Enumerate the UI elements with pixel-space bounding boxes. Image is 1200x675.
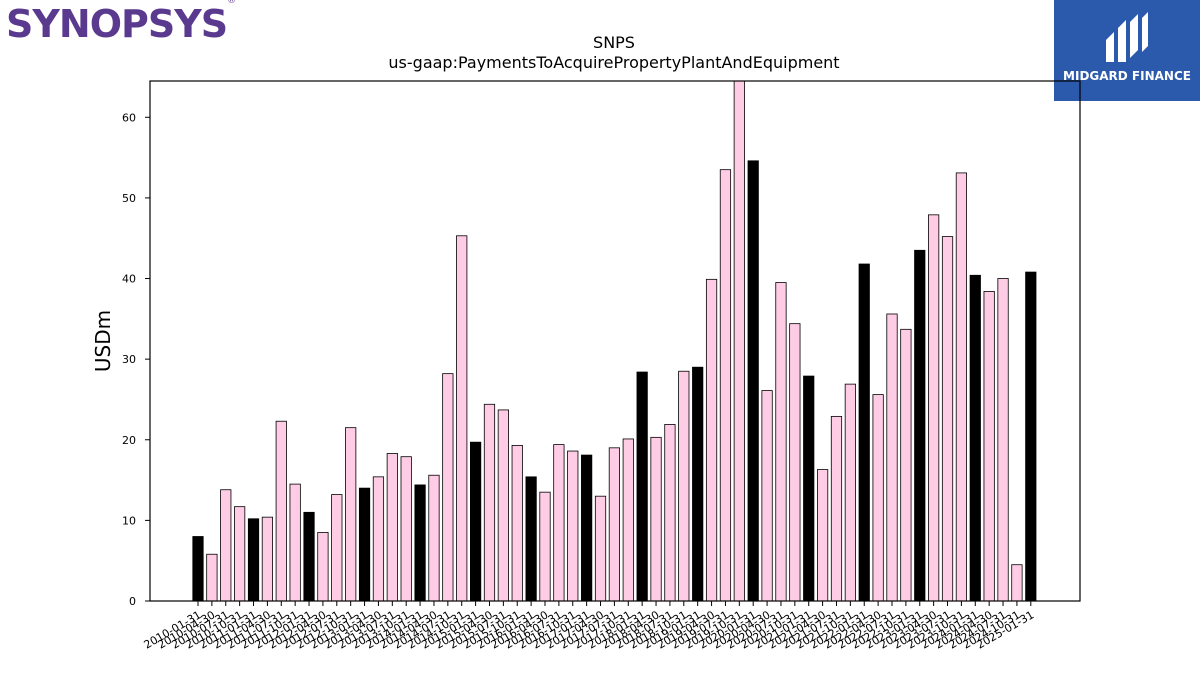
bar-2022-01-31 <box>858 263 870 602</box>
bar-2014-01-31 <box>414 484 426 602</box>
midgard-finance-text: MIDGARD FINANCE <box>1063 69 1191 83</box>
bars-group <box>192 80 1037 602</box>
y-tick-label: 10 <box>122 514 136 527</box>
bar-2012-07-31 <box>331 494 343 602</box>
bar-2014-10-31 <box>456 235 468 602</box>
chart-title: SNPS <box>593 33 635 52</box>
bar-2021-04-30 <box>817 469 829 602</box>
bar-2016-07-31 <box>553 444 565 602</box>
bar-2016-01-31 <box>525 476 537 602</box>
bar-2024-01-31 <box>969 274 981 602</box>
bar-2024-04-30 <box>983 291 995 602</box>
bar-2011-07-31 <box>275 420 287 602</box>
bar-2010-10-31 <box>234 506 246 602</box>
bar-2010-07-31 <box>220 489 232 602</box>
bar-2019-10-31 <box>733 80 745 602</box>
bar-2020-01-31 <box>747 160 759 602</box>
bar-2013-07-31 <box>386 453 398 602</box>
bar-2015-01-31 <box>469 441 482 602</box>
bar-2023-01-31 <box>914 249 926 602</box>
y-tick-label: 40 <box>122 273 136 286</box>
bar-2015-07-31 <box>497 409 509 602</box>
bar-2017-07-31 <box>608 447 621 602</box>
bar-2023-07-31 <box>941 236 954 602</box>
bar-2012-04-30 <box>317 532 329 602</box>
bar-2014-04-30 <box>428 474 440 602</box>
bar-2021-01-31 <box>803 375 815 602</box>
bar-2020-04-30 <box>761 390 773 602</box>
bar-2019-07-31 <box>719 169 732 602</box>
bar-2014-07-31 <box>442 373 454 602</box>
y-axis-label: USDm <box>91 310 115 372</box>
bar-2018-10-31 <box>678 370 690 602</box>
midgard-finance-logo: MIDGARD FINANCE <box>1054 0 1200 101</box>
x-axis-ticks: 2010-01-312010-04-302010-07-312010-10-31… <box>142 601 1036 652</box>
bar-2011-10-31 <box>289 483 301 602</box>
bar-2011-04-30 <box>261 516 274 602</box>
bar-2010-01-31 <box>192 536 204 602</box>
bar-2020-07-31 <box>775 282 787 602</box>
bar-2023-10-31 <box>955 172 968 602</box>
y-tick-label: 30 <box>122 353 136 366</box>
bar-2024-07-31 <box>997 278 1009 602</box>
bar-2018-04-30 <box>650 436 662 602</box>
bar-2021-07-31 <box>830 415 843 602</box>
bar-2016-04-30 <box>539 491 551 602</box>
bar-2022-10-31 <box>900 328 912 602</box>
bar-2020-10-31 <box>789 323 801 602</box>
y-tick-label: 60 <box>122 111 136 124</box>
bar-2018-07-31 <box>664 424 676 602</box>
bar-2017-04-30 <box>594 495 607 602</box>
bar-2017-01-31 <box>581 454 593 602</box>
bar-2010-04-30 <box>206 553 218 602</box>
bar-2019-04-30 <box>705 278 718 602</box>
bar-2019-01-31 <box>692 366 704 602</box>
bar-2012-01-31 <box>303 511 315 602</box>
bar-2011-01-31 <box>247 518 260 602</box>
synopsys-logo-text: SYNOPSYS <box>6 2 228 46</box>
bar-2015-04-30 <box>483 403 496 602</box>
y-tick-label: 50 <box>122 192 136 205</box>
bar-2022-04-30 <box>872 394 884 602</box>
bar-2015-10-31 <box>511 444 523 602</box>
y-tick-label: 20 <box>122 434 136 447</box>
y-tick-label: 0 <box>129 595 136 608</box>
bar-2024-10-31 <box>1011 564 1023 602</box>
bar-2016-10-31 <box>567 450 579 602</box>
y-axis-ticks: 0 10 20 30 40 50 60 <box>122 111 150 608</box>
bar-2025-01-31 <box>1025 271 1037 602</box>
chart-subtitle: us-gaap:PaymentsToAcquirePropertyPlantAn… <box>388 53 839 72</box>
bar-2017-10-31 <box>622 438 634 602</box>
registered-mark: ® <box>227 0 236 7</box>
bar-2018-01-31 <box>636 371 648 602</box>
bar-2022-07-31 <box>886 313 898 602</box>
bar-2023-04-30 <box>928 214 940 602</box>
bar-2013-10-31 <box>400 456 412 602</box>
plot-frame <box>149 80 1081 602</box>
bar-2021-10-31 <box>844 383 856 602</box>
bar-2013-04-30 <box>372 476 385 602</box>
bar-2012-10-31 <box>345 427 357 602</box>
synopsys-logo: SYNOPSYS® <box>6 0 236 46</box>
bar-2013-01-31 <box>358 487 371 602</box>
midgard-emblem-icon <box>1106 12 1148 62</box>
